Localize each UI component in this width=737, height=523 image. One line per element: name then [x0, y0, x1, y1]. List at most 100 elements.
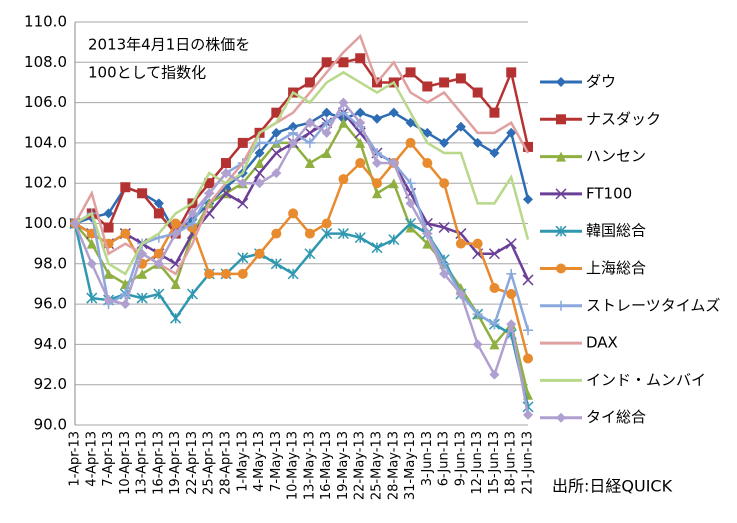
marker-shape	[355, 107, 366, 118]
marker-shape	[304, 77, 315, 88]
marker	[270, 147, 282, 159]
marker	[422, 127, 433, 138]
marker	[288, 121, 299, 132]
x-tick-label: 16-Apr-13	[151, 431, 166, 495]
marker	[405, 67, 416, 78]
marker-shape	[422, 228, 433, 239]
marker	[388, 234, 400, 246]
marker-shape	[506, 289, 517, 300]
x-tick-label: 7-May-13	[269, 431, 284, 492]
marker-shape	[472, 309, 483, 320]
marker	[455, 238, 466, 249]
series-line	[74, 70, 530, 276]
marker-shape	[321, 127, 332, 138]
marker-shape	[439, 178, 450, 189]
x-tick-label: 22-May-13	[353, 431, 368, 500]
marker	[355, 117, 366, 128]
marker	[523, 409, 533, 420]
marker-shape	[86, 258, 97, 269]
marker-shape	[455, 289, 466, 300]
marker-shape	[321, 57, 332, 68]
marker	[372, 178, 382, 189]
x-tick-label: 6-Jun-13	[437, 431, 452, 486]
marker-shape	[120, 228, 131, 239]
marker-shape	[204, 268, 215, 279]
marker-shape	[422, 158, 433, 169]
marker-shape	[489, 339, 500, 350]
marker	[237, 252, 249, 264]
marker-shape	[221, 268, 231, 279]
marker	[304, 77, 315, 88]
series-line	[73, 100, 530, 416]
y-tick-label: 106.0	[24, 93, 67, 111]
marker	[556, 114, 566, 125]
marker	[136, 292, 148, 304]
marker	[153, 208, 164, 219]
marker-shape	[506, 268, 517, 279]
marker-shape	[472, 339, 483, 350]
marker-shape	[338, 97, 349, 108]
marker-shape	[489, 282, 500, 293]
marker	[220, 187, 232, 199]
marker	[472, 137, 483, 148]
marker	[321, 127, 332, 138]
y-tick-label: 96.0	[34, 295, 67, 313]
marker	[489, 147, 500, 158]
x-tick-label: 3-Jun-13	[420, 431, 435, 486]
marker	[405, 117, 416, 128]
legend-label: ストレーツタイムズ	[586, 296, 720, 314]
marker	[455, 121, 466, 132]
marker	[86, 258, 97, 269]
marker-shape	[254, 147, 265, 158]
marker	[321, 117, 332, 128]
y-tick-label: 102.0	[24, 174, 67, 192]
marker	[523, 141, 533, 152]
marker-shape	[170, 218, 181, 229]
marker-shape	[438, 221, 450, 234]
marker	[355, 158, 366, 169]
marker-shape	[170, 278, 181, 289]
marker	[405, 217, 417, 230]
x-tick-label: 9-Jun-13	[453, 431, 468, 486]
marker	[372, 158, 382, 169]
series-line	[74, 111, 530, 331]
marker	[522, 274, 534, 286]
marker	[506, 268, 517, 279]
marker-shape	[186, 288, 198, 300]
marker	[337, 228, 349, 240]
marker	[120, 299, 131, 310]
marker-shape	[372, 158, 382, 169]
marker-shape	[338, 107, 349, 118]
marker	[321, 107, 332, 118]
marker	[556, 151, 566, 162]
x-tick-label: 1-May-13	[235, 431, 250, 492]
marker	[438, 221, 450, 234]
marker	[439, 268, 450, 279]
marker	[187, 208, 198, 219]
marker-shape	[422, 127, 433, 138]
annotation: 2013年4月1日の株価を	[88, 36, 250, 54]
marker	[338, 174, 349, 185]
marker-shape	[555, 188, 567, 200]
marker-shape	[103, 222, 114, 233]
marker	[556, 77, 566, 87]
marker	[506, 127, 517, 138]
marker-shape	[153, 288, 165, 300]
marker	[338, 57, 349, 68]
marker-shape	[556, 77, 566, 87]
marker-shape	[153, 208, 164, 219]
marker-shape	[271, 228, 282, 239]
marker	[506, 319, 517, 330]
marker-shape	[422, 238, 433, 249]
x-tick-label: 18-Jun-13	[504, 431, 519, 495]
marker-shape	[354, 232, 366, 244]
x-tick-label: 7-Apr-13	[101, 431, 116, 487]
marker	[422, 238, 433, 249]
x-tick-label: 21-Jun-13	[521, 431, 536, 495]
marker	[405, 198, 416, 209]
marker	[254, 248, 265, 259]
marker	[321, 147, 332, 158]
marker-shape	[321, 147, 332, 158]
marker-shape	[153, 258, 164, 269]
marker	[489, 319, 500, 330]
